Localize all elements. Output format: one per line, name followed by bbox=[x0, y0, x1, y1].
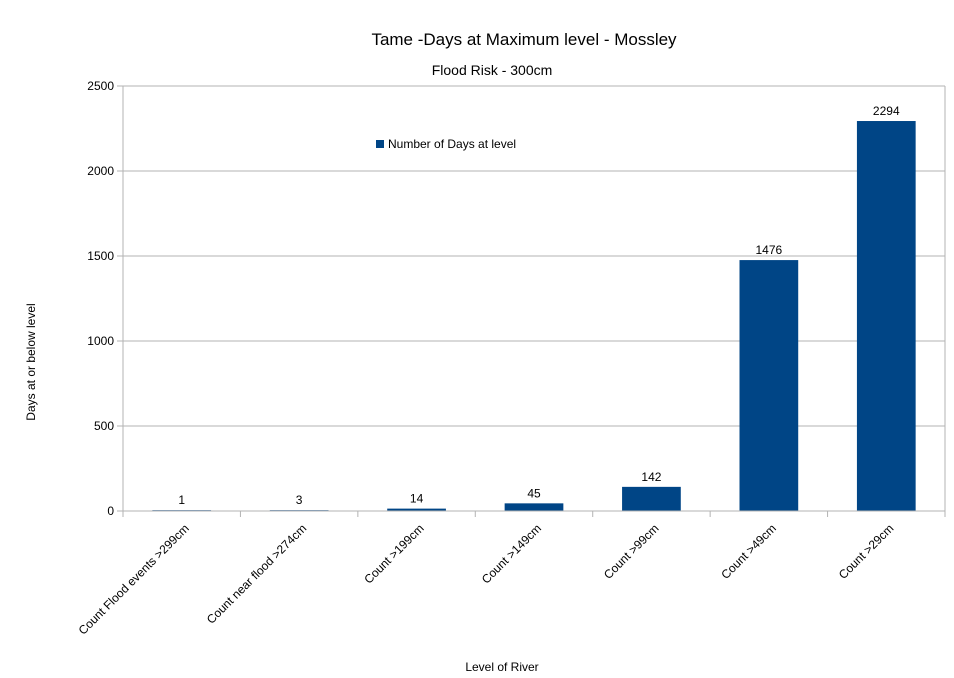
bar bbox=[387, 508, 446, 511]
bars bbox=[152, 121, 916, 512]
x-category-label: Count >49cm bbox=[718, 521, 779, 582]
x-category-label: Count >99cm bbox=[601, 521, 662, 582]
y-axis-label: Days at or below level bbox=[24, 303, 38, 420]
x-category-label: Count >29cm bbox=[836, 521, 897, 582]
data-label: 1 bbox=[178, 493, 185, 507]
data-label: 45 bbox=[527, 486, 541, 500]
x-axis-ticks bbox=[117, 510, 946, 517]
chart-title: Tame -Days at Maximum level - Mossley bbox=[371, 30, 677, 49]
y-tick-label: 0 bbox=[107, 504, 114, 518]
y-tick-label: 1500 bbox=[87, 249, 114, 263]
chart-subtitle: Flood Risk - 300cm bbox=[432, 62, 553, 78]
legend-label: Number of Days at level bbox=[388, 137, 516, 151]
gridlines bbox=[122, 85, 946, 512]
bar bbox=[856, 121, 916, 512]
y-tick-label: 1000 bbox=[87, 334, 114, 348]
data-label: 142 bbox=[641, 470, 661, 484]
y-tick-label: 2500 bbox=[87, 79, 114, 93]
data-label: 14 bbox=[410, 492, 424, 506]
x-axis-label: Level of River bbox=[465, 660, 538, 674]
x-category-label: Count >199cm bbox=[361, 521, 426, 586]
x-category-label: Count near flood >274cm bbox=[204, 521, 309, 626]
bar bbox=[622, 486, 681, 511]
x-category-label: Count Flood events >299cm bbox=[76, 521, 192, 637]
data-label: 3 bbox=[296, 493, 303, 507]
y-tick-label: 500 bbox=[94, 419, 114, 433]
y-axis-ticks: 0 500 1000 1500 2000 2500 bbox=[87, 79, 123, 518]
data-label: 2294 bbox=[873, 104, 900, 118]
bar bbox=[504, 503, 564, 511]
y-tick-label: 2000 bbox=[87, 164, 114, 178]
x-axis-categories: Count Flood events >299cm Count near floo… bbox=[76, 521, 897, 637]
bar bbox=[739, 260, 799, 511]
legend: Number of Days at level bbox=[376, 137, 516, 151]
legend-swatch bbox=[376, 140, 384, 148]
x-category-label: Count >149cm bbox=[479, 521, 544, 586]
data-label: 1476 bbox=[756, 243, 783, 257]
data-labels: 1 3 14 45 142 1476 2294 bbox=[178, 104, 900, 507]
